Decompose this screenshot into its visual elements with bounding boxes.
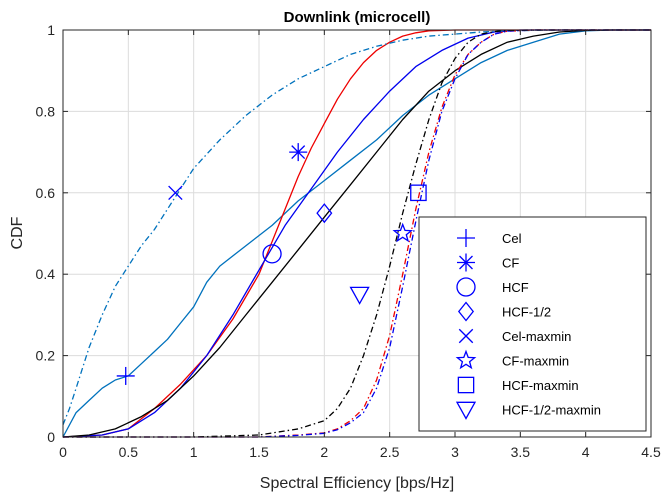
series-line-cf [62, 29, 651, 438]
marker-square-icon [410, 184, 427, 202]
x-tick-label: 3.5 [511, 444, 531, 460]
series-line-cel [62, 29, 651, 438]
legend-label: HCF [502, 280, 529, 295]
marker-asterisk-icon [289, 143, 308, 162]
legend-label: CF-maxmin [502, 354, 569, 369]
axes-box [62, 29, 652, 438]
legend-circle-icon [456, 277, 476, 297]
series-line-cel-maxmin [62, 29, 651, 426]
legend-box [418, 216, 647, 432]
series-markers [116, 143, 427, 385]
marker-star-icon [392, 222, 414, 243]
y-tick-label: 0 [47, 429, 55, 445]
y-tick-label: 1 [47, 22, 55, 38]
legend-star-icon [455, 349, 477, 370]
legend-label: HCF-maxmin [502, 378, 579, 393]
marker-x-icon [168, 185, 183, 201]
series-line-cf-maxmin [63, 29, 651, 438]
marker-diamond-icon [316, 203, 333, 224]
x-tick-label: 3 [451, 444, 459, 460]
y-tick-label: 0.4 [36, 266, 56, 282]
legend-asterisk-icon [457, 253, 475, 272]
marker-plus-icon [116, 366, 135, 385]
legend-square-icon [457, 376, 475, 394]
x-tick-label: 1 [190, 444, 198, 460]
x-tick-label: 2 [320, 444, 328, 460]
axis-ticks: 0 0.5 1 1.5 2 2.5 3 3.5 4 4.5 0 0.2 0.4 0.6 0.8 1 [36, 22, 661, 460]
legend-label: Cel [502, 231, 522, 246]
x-tick-label: 4 [582, 444, 590, 460]
series-line-hcf [62, 29, 651, 438]
legend-label: HCF-1/2-maxmin [502, 403, 601, 418]
x-tick-label: 2.5 [380, 444, 400, 460]
x-tick-label: 0.5 [119, 444, 139, 460]
series-line-hcf-1-2 [62, 29, 651, 438]
series-line-hcf-maxmin [63, 29, 651, 438]
legend: Cel CF HCF HCF-1/2 Cel-maxmin CF-maxmin HCF-ma… [418, 216, 647, 432]
legend-x-icon [458, 328, 474, 344]
legend-label: CF [502, 256, 519, 271]
marker-triangle-down-icon [349, 286, 370, 305]
chart-title: Downlink (microcell) [284, 9, 431, 26]
x-tick-label: 0 [59, 444, 67, 460]
y-tick-label: 0.8 [36, 103, 56, 119]
legend-label: Cel-maxmin [502, 329, 571, 344]
y-axis-label: CDF [9, 216, 26, 249]
cdf-curves [62, 29, 651, 438]
y-tick-label: 0.6 [36, 185, 56, 201]
y-tick-label: 0.2 [36, 348, 56, 364]
legend-plus-icon [457, 229, 475, 247]
legend-label: HCF-1/2 [502, 305, 551, 320]
x-tick-label: 1.5 [249, 444, 269, 460]
marker-circle-icon [262, 244, 282, 264]
legend-triangle-down-icon [455, 401, 477, 420]
legend-diamond-icon [457, 301, 475, 322]
x-axis-label: Spectral Efficiency [bps/Hz] [260, 475, 454, 492]
x-tick-label: 4.5 [641, 444, 661, 460]
series-line-hcf-1-2-maxmin [63, 29, 651, 438]
